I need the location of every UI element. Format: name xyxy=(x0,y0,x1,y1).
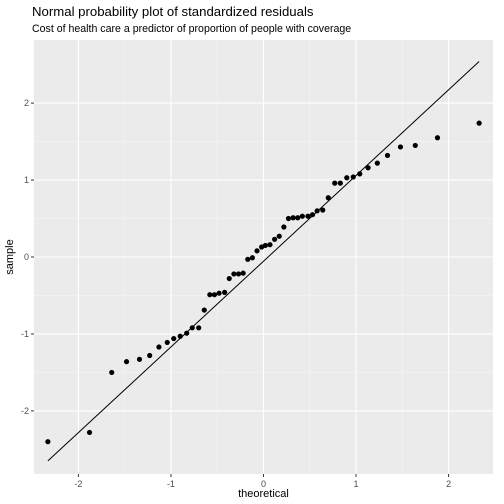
data-point xyxy=(136,356,143,362)
data-point xyxy=(272,236,278,242)
data-point xyxy=(267,242,273,248)
data-point xyxy=(196,325,202,331)
x-tick-label: 0 xyxy=(261,479,266,489)
data-point xyxy=(434,135,441,141)
data-point xyxy=(365,165,371,171)
data-point xyxy=(177,333,183,339)
reference-line-layer xyxy=(47,61,480,462)
data-point xyxy=(262,242,268,249)
data-point xyxy=(226,275,232,282)
data-point xyxy=(290,215,296,221)
data-point xyxy=(147,352,153,359)
x-tick-label: 1 xyxy=(354,479,359,489)
data-point xyxy=(249,255,255,261)
data-point xyxy=(123,359,130,365)
y-tick-label: 0 xyxy=(24,252,29,262)
y-axis-label: sample xyxy=(4,239,16,274)
data-point xyxy=(337,180,343,186)
x-tick-label: -1 xyxy=(167,479,175,489)
data-point xyxy=(222,289,228,295)
data-points xyxy=(45,120,482,445)
data-point xyxy=(350,174,356,180)
y-tick-label: 2 xyxy=(24,98,29,108)
data-point xyxy=(357,171,363,177)
data-point xyxy=(45,439,51,445)
data-point xyxy=(231,271,237,277)
data-point xyxy=(171,335,177,342)
y-axis: -2 -1 0 1 2 xyxy=(21,98,34,416)
major-gridlines xyxy=(34,40,493,474)
data-point xyxy=(211,292,218,298)
data-point xyxy=(184,330,190,336)
data-point xyxy=(235,271,242,277)
data-point xyxy=(245,256,251,262)
x-axis-label: theoretical xyxy=(238,488,289,500)
data-point xyxy=(86,429,93,436)
data-point xyxy=(254,248,260,254)
data-point xyxy=(374,160,380,166)
data-point xyxy=(240,270,246,276)
data-point xyxy=(164,339,170,346)
data-point xyxy=(344,175,350,181)
data-point xyxy=(276,233,282,239)
data-point xyxy=(201,307,207,313)
data-point xyxy=(295,215,301,221)
data-point xyxy=(476,120,482,126)
chart-subtitle: Cost of health care a predictor of propo… xyxy=(32,23,351,35)
chart-title: Normal probability plot of standardized … xyxy=(32,4,314,19)
y-tick-label: -1 xyxy=(21,329,29,339)
y-tick-label: -2 xyxy=(21,406,29,416)
data-point xyxy=(299,213,305,219)
data-point xyxy=(412,142,418,149)
data-point xyxy=(309,212,316,218)
data-point xyxy=(207,292,213,298)
qq-reference-line xyxy=(47,61,480,462)
data-point xyxy=(156,344,162,350)
data-point xyxy=(285,215,292,222)
data-point xyxy=(332,180,338,186)
data-point xyxy=(109,369,115,376)
data-point xyxy=(384,152,391,159)
x-tick-label: 2 xyxy=(446,479,451,489)
y-tick-label: 1 xyxy=(24,175,29,185)
data-point xyxy=(314,208,320,214)
data-point xyxy=(397,144,404,150)
x-axis: -2 -1 0 1 2 xyxy=(74,474,451,489)
data-point xyxy=(281,224,287,230)
data-point xyxy=(305,213,311,219)
data-point xyxy=(325,195,331,201)
data-point xyxy=(216,290,222,296)
data-point xyxy=(189,325,195,331)
x-tick-label: -2 xyxy=(74,479,82,489)
data-point xyxy=(320,207,326,213)
